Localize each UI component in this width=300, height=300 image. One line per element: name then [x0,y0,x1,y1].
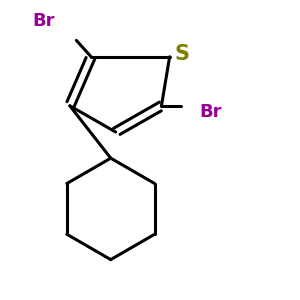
Text: Br: Br [32,12,55,30]
Text: Br: Br [199,103,222,122]
Text: S: S [175,44,190,64]
